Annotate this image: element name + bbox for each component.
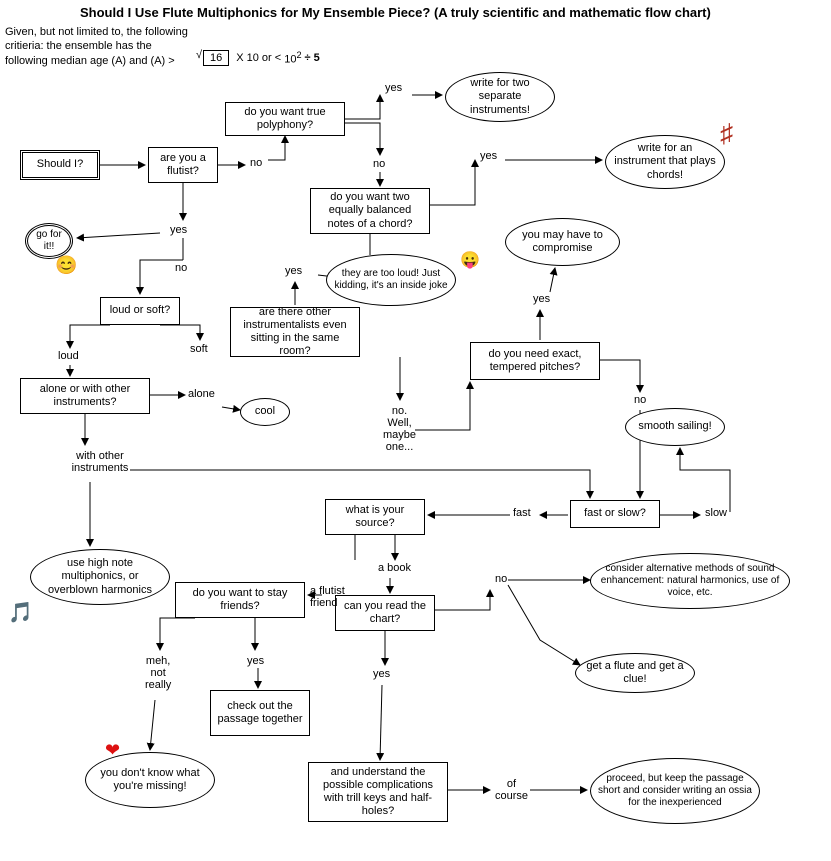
node-chordinstr: write for an instrument that plays chord… — [605, 135, 725, 189]
lbl-no5: no — [495, 573, 507, 585]
lbl-alone: alone — [188, 388, 215, 400]
lbl-yes4: yes — [285, 265, 302, 277]
node-source: what is your source? — [325, 499, 425, 535]
node-flutist: are you a flutist? — [148, 147, 218, 183]
node-alone: alone or with other instruments? — [20, 378, 150, 414]
node-fastslow: fast or slow? — [570, 500, 660, 528]
node-cool: cool — [240, 398, 290, 426]
lbl-nowell: no. Well, maybe one... — [383, 405, 416, 453]
node-tooloud: they are too loud! Just kidding, it's an… — [326, 254, 456, 306]
lbl-withother: with other instruments — [60, 450, 140, 474]
node-start: Should I? — [20, 150, 100, 180]
lbl-yes3: yes — [480, 150, 497, 162]
node-smooth: smooth sailing! — [625, 408, 725, 446]
chart-title: Should I Use Flute Multiphonics for My E… — [80, 5, 711, 20]
lbl-flutistfriend: a flutist friend — [310, 585, 360, 609]
smiley-icon: 😊 — [55, 255, 77, 276]
lbl-no4: no — [634, 394, 646, 406]
heart-icon: ❤ — [105, 740, 120, 761]
node-tempered: do you need exact, tempered pitches? — [470, 342, 600, 380]
node-highnote: use high note multiphonics, or overblown… — [30, 549, 170, 605]
lbl-no2: no — [373, 158, 385, 170]
node-compromise: you may have to compromise — [505, 218, 620, 266]
music-icon: 🎵 — [8, 600, 33, 625]
tongue-icon: 😛 — [460, 250, 480, 270]
harp-icon: ♯ — [720, 118, 733, 149]
criteria-text: Given, but not limited to, the following… — [5, 25, 188, 68]
node-goforit: go for it!! — [25, 223, 73, 259]
node-sameroom: are there other instrumentalists even si… — [230, 307, 360, 357]
formula: 16 X 10 or < 102 ÷ 5 — [195, 50, 320, 66]
node-polyphony: do you want true polyphony? — [225, 102, 345, 136]
lbl-fast: fast — [513, 507, 531, 519]
lbl-no1: no — [250, 157, 262, 169]
node-twoinstr: write for two separate instruments! — [445, 72, 555, 122]
lbl-yes1: yes — [170, 224, 187, 236]
lbl-ofcourse: of course — [495, 778, 528, 802]
lbl-yes7: yes — [373, 668, 390, 680]
lbl-no3: no — [175, 262, 187, 274]
node-getflute: get a flute and get a clue! — [575, 653, 695, 693]
node-friends: do you want to stay friends? — [175, 582, 305, 618]
lbl-yes6: yes — [247, 655, 264, 667]
lbl-abook: a book — [378, 562, 411, 574]
node-altmethods: consider alternative methods of sound en… — [590, 553, 790, 609]
lbl-loud: loud — [58, 350, 79, 362]
lbl-slow: slow — [705, 507, 727, 519]
lbl-meh: meh, not really — [145, 655, 171, 691]
node-checkout: check out the passage together — [210, 690, 310, 736]
lbl-yes5: yes — [533, 293, 550, 305]
node-proceed: proceed, but keep the passage short and … — [590, 758, 760, 824]
lbl-soft: soft — [190, 343, 208, 355]
lbl-yes2: yes — [385, 82, 402, 94]
node-chord: do you want two equally balanced notes o… — [310, 188, 430, 234]
node-loudsoft: loud or soft? — [100, 297, 180, 325]
node-understand: and understand the possible complication… — [308, 762, 448, 822]
